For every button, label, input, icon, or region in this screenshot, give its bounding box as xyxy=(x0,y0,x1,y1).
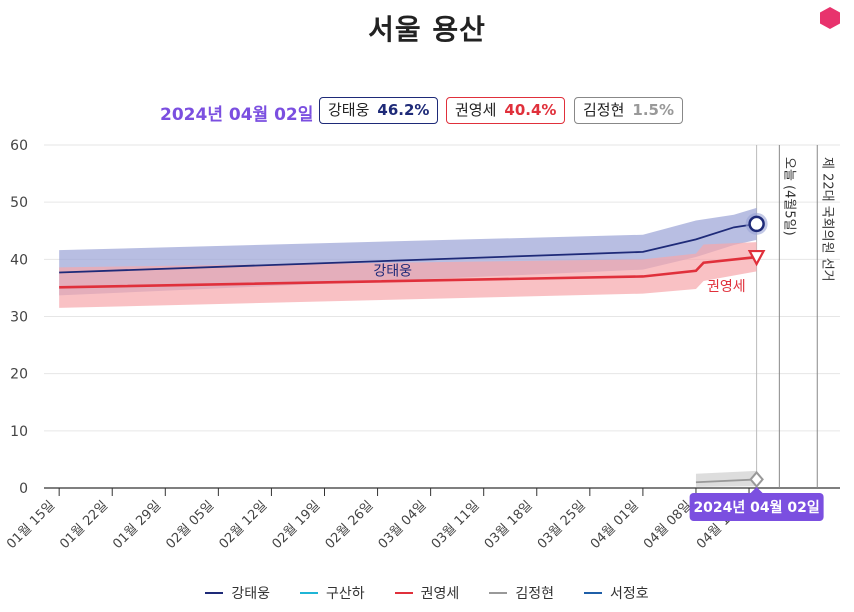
y-tick-label: 0 xyxy=(19,481,28,497)
series-kang-line xyxy=(59,223,757,274)
page-title: 서울 용산 xyxy=(368,13,486,46)
x-tick-label: 02월 19일 xyxy=(269,498,323,552)
legend-item-kim[interactable]: 김정현 xyxy=(489,583,554,603)
y-tick-label: 30 xyxy=(10,310,28,326)
legend-item-kang[interactable]: 강태웅 xyxy=(205,583,270,603)
y-tick-label: 50 xyxy=(10,195,28,211)
cursor-date-flag-pointer xyxy=(750,487,763,493)
x-tick-label: 01월 22일 xyxy=(57,498,111,552)
series-kwon-line xyxy=(59,255,757,289)
series-kim-confidence-band xyxy=(695,470,757,487)
legend-item-kwon[interactable]: 권영세 xyxy=(394,583,460,603)
cursor-date-label: 2024년 04월 02일 xyxy=(693,499,819,516)
y-tick-label: 20 xyxy=(10,367,28,383)
series-kwon-confidence-band xyxy=(59,242,757,308)
candidate-badge-kwon: 권영세 40.4% xyxy=(446,97,566,124)
series-kim-line xyxy=(695,478,757,484)
legend-item-gu[interactable]: 구산하 xyxy=(300,583,365,603)
x-tick-label: 03월 18일 xyxy=(482,498,536,552)
x-tick-label: 04월 08일 xyxy=(641,498,695,552)
hexagon-logo-icon xyxy=(820,7,840,29)
candidate-badge-kim: 김정현 1.5% xyxy=(574,97,684,124)
y-tick-label: 40 xyxy=(10,252,28,268)
y-tick-label: 10 xyxy=(10,424,28,440)
kang-endpoint-marker xyxy=(748,215,765,233)
x-tick-label: 02월 05일 xyxy=(163,498,217,552)
series-label-kang: 강태웅 xyxy=(373,263,412,279)
legend-label: 권영세 xyxy=(420,586,460,602)
legend-label: 서정호 xyxy=(609,586,649,602)
x-tick-label: 02월 12일 xyxy=(216,498,270,552)
current-date-label: 2024년 04월 02일 xyxy=(160,105,314,125)
badge-name: 강태웅 xyxy=(328,101,370,119)
x-tick-label: 02월 26일 xyxy=(323,498,377,552)
legend-label: 구산하 xyxy=(326,586,365,602)
badge-percent: 40.4% xyxy=(504,101,557,119)
x-tick-label: 01월 15일 xyxy=(4,498,58,552)
today-marker-label: 오늘 (4월5일) xyxy=(781,157,796,236)
series-label-kwon: 권영세 xyxy=(707,279,746,295)
y-tick-label: 60 xyxy=(10,138,28,154)
chart-legend: 강태웅 구산하 권영세 김정현 서정호 xyxy=(0,583,854,603)
x-tick-label: 03월 25일 xyxy=(535,498,589,552)
legend-item-seo[interactable]: 서정호 xyxy=(583,583,649,603)
election-day-label: 제 22대 국회의원 선거 xyxy=(819,157,834,282)
candidate-badge-kang: 강태웅 46.2% xyxy=(319,97,439,124)
x-tick-label: 03월 11일 xyxy=(429,498,483,552)
x-tick-label: 01월 29일 xyxy=(110,498,164,552)
badge-percent: 46.2% xyxy=(377,101,430,119)
x-tick-label: 03월 04일 xyxy=(376,498,430,552)
kwon-endpoint-marker xyxy=(747,249,766,267)
badge-percent: 1.5% xyxy=(632,101,675,119)
badge-name: 권영세 xyxy=(455,101,497,119)
badge-name: 김정현 xyxy=(583,101,625,119)
poll-trend-chart[interactable]: 0 10 20 30 40 50 60 01월 15일 01월 22일 01월 29일 02월 05… xyxy=(0,0,854,580)
x-tick-label: 04월 01일 xyxy=(588,498,642,552)
cursor-date-flag xyxy=(689,493,824,521)
legend-label: 김정현 xyxy=(515,586,554,602)
legend-label: 강태웅 xyxy=(231,586,271,602)
kim-endpoint-marker xyxy=(749,470,764,488)
